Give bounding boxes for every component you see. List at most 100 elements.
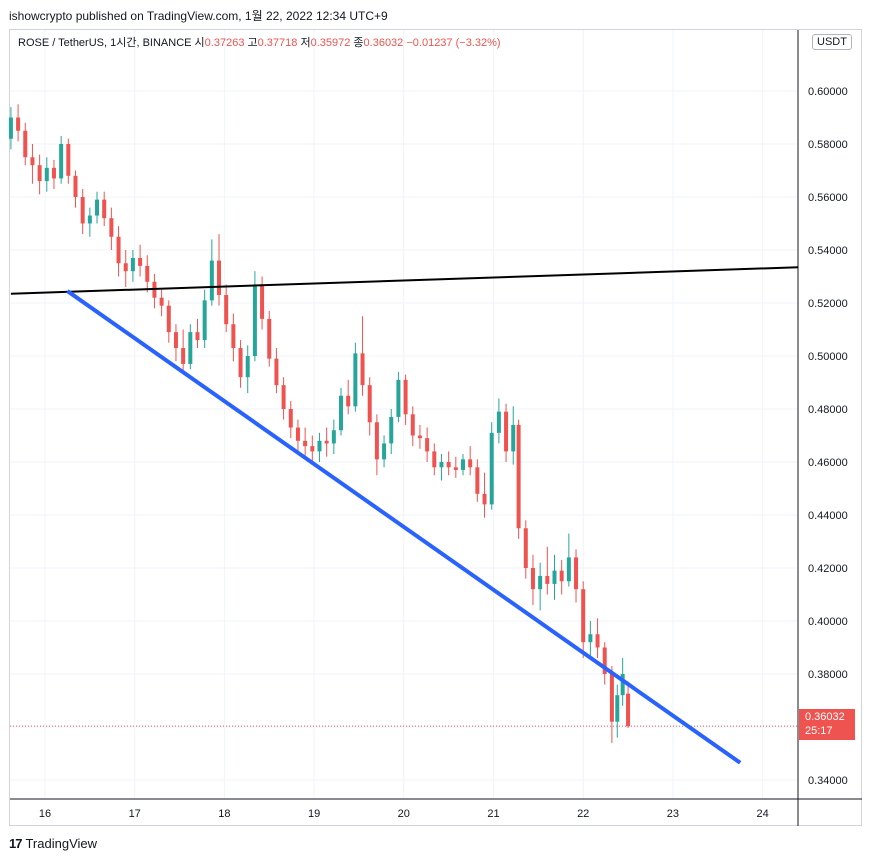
candle-body: [461, 459, 466, 470]
candle-body: [59, 144, 64, 179]
x-tick-label: 19: [308, 808, 320, 820]
legend-close-label: 종: [353, 37, 364, 49]
candle-body: [403, 379, 408, 415]
candle-body: [130, 257, 135, 272]
y-tick-label: 0.42000: [808, 563, 848, 575]
candle-body: [16, 117, 21, 131]
candle-body: [346, 395, 351, 407]
legend-low-value: 0.35972: [310, 37, 351, 49]
last-price-tag: 0.36032 25:17: [799, 709, 855, 740]
candle-body: [482, 493, 487, 505]
y-tick-label: 0.34000: [808, 775, 848, 787]
candle-body: [425, 438, 430, 452]
candle-body: [30, 157, 35, 166]
x-tick-label: 24: [756, 808, 768, 820]
legend-symbol[interactable]: ROSE / TetherUS, 1시간, BINANCE: [18, 37, 192, 49]
candle-body: [173, 332, 178, 349]
y-tick-label: 0.46000: [808, 457, 848, 469]
resistance-trendline: [10, 266, 799, 295]
currency-button[interactable]: USDT: [812, 34, 852, 50]
candle-body: [609, 674, 614, 722]
candle-body: [87, 215, 92, 224]
candle-body: [566, 557, 571, 582]
candle-body: [446, 462, 451, 468]
candle-body: [353, 353, 358, 407]
candle-body: [552, 570, 557, 584]
y-tick-label: 0.54000: [808, 245, 848, 257]
candle-body: [310, 446, 315, 452]
y-tick-label: 0.38000: [808, 669, 848, 681]
candle-body: [138, 257, 143, 266]
candle-body: [468, 459, 473, 468]
x-tick-label: 16: [39, 808, 51, 820]
y-tick-label: 0.52000: [808, 298, 848, 310]
candle-body: [252, 284, 257, 356]
candle-body: [367, 385, 372, 423]
candle-body: [80, 197, 85, 224]
candle-body: [102, 199, 107, 219]
y-tick-label: 0.56000: [808, 192, 848, 204]
candle-body: [516, 424, 521, 529]
candle-body: [396, 379, 401, 417]
bar-countdown: 25:17: [805, 725, 833, 737]
legend-low-label: 저: [300, 37, 311, 49]
candle-body: [615, 695, 620, 722]
candle-body: [166, 305, 171, 333]
candle-body: [317, 440, 322, 452]
y-tick-label: 0.48000: [808, 404, 848, 416]
legend-high-value: 0.37718: [257, 37, 298, 49]
legend-change: −0.01237 (−3.32%): [406, 37, 501, 49]
candle-body: [360, 353, 365, 386]
candle-body: [224, 295, 229, 325]
candle-body: [475, 467, 480, 494]
candle-body: [511, 424, 516, 452]
x-tick-label: 22: [577, 808, 589, 820]
candle-body: [538, 575, 543, 590]
candle-body: [374, 422, 379, 460]
candle-body: [260, 284, 265, 319]
candle-body: [389, 416, 394, 444]
candle-body: [489, 432, 494, 505]
candle-body: [496, 411, 501, 433]
candle-body: [432, 451, 437, 468]
tradingview-logo-icon: 17: [9, 836, 23, 851]
candle-body: [109, 218, 114, 237]
candle-body: [202, 300, 207, 341]
candle-body: [303, 440, 308, 447]
candle-body: [231, 324, 236, 349]
candle-body: [123, 263, 128, 272]
candle-body: [620, 674, 625, 696]
candle-body: [295, 427, 300, 441]
x-tick-label: 21: [487, 808, 499, 820]
publish-info: ishowcrypto published on TradingView.com…: [9, 9, 388, 23]
x-tick-label: 23: [667, 808, 679, 820]
candle-body: [217, 260, 222, 296]
footer-branding[interactable]: 17 TradingView: [9, 836, 97, 851]
candle-body: [559, 570, 564, 582]
candle-body: [44, 167, 49, 182]
candle-body: [73, 175, 78, 197]
candle-body: [188, 332, 193, 364]
candle-body: [66, 144, 71, 176]
y-tick-label: 0.44000: [808, 510, 848, 522]
x-tick-label: 20: [398, 808, 410, 820]
candle-body: [439, 462, 444, 468]
candle-body: [602, 647, 607, 674]
candle-body: [145, 265, 150, 282]
y-tick-label: 0.40000: [808, 616, 848, 628]
y-tick-label: 0.60000: [808, 86, 848, 98]
candle-body: [267, 318, 272, 359]
candle-body: [417, 435, 422, 439]
legend-high-label: 고: [247, 37, 258, 49]
candle-body: [159, 297, 164, 306]
candle-body: [181, 348, 186, 364]
candle-body: [281, 385, 286, 409]
candle-body: [95, 199, 100, 216]
candle-body: [595, 634, 600, 648]
candle-body: [324, 440, 329, 444]
candle-body: [523, 528, 528, 568]
support-trendline: [66, 289, 742, 765]
candle-body: [288, 409, 293, 428]
candle-body: [245, 356, 250, 378]
